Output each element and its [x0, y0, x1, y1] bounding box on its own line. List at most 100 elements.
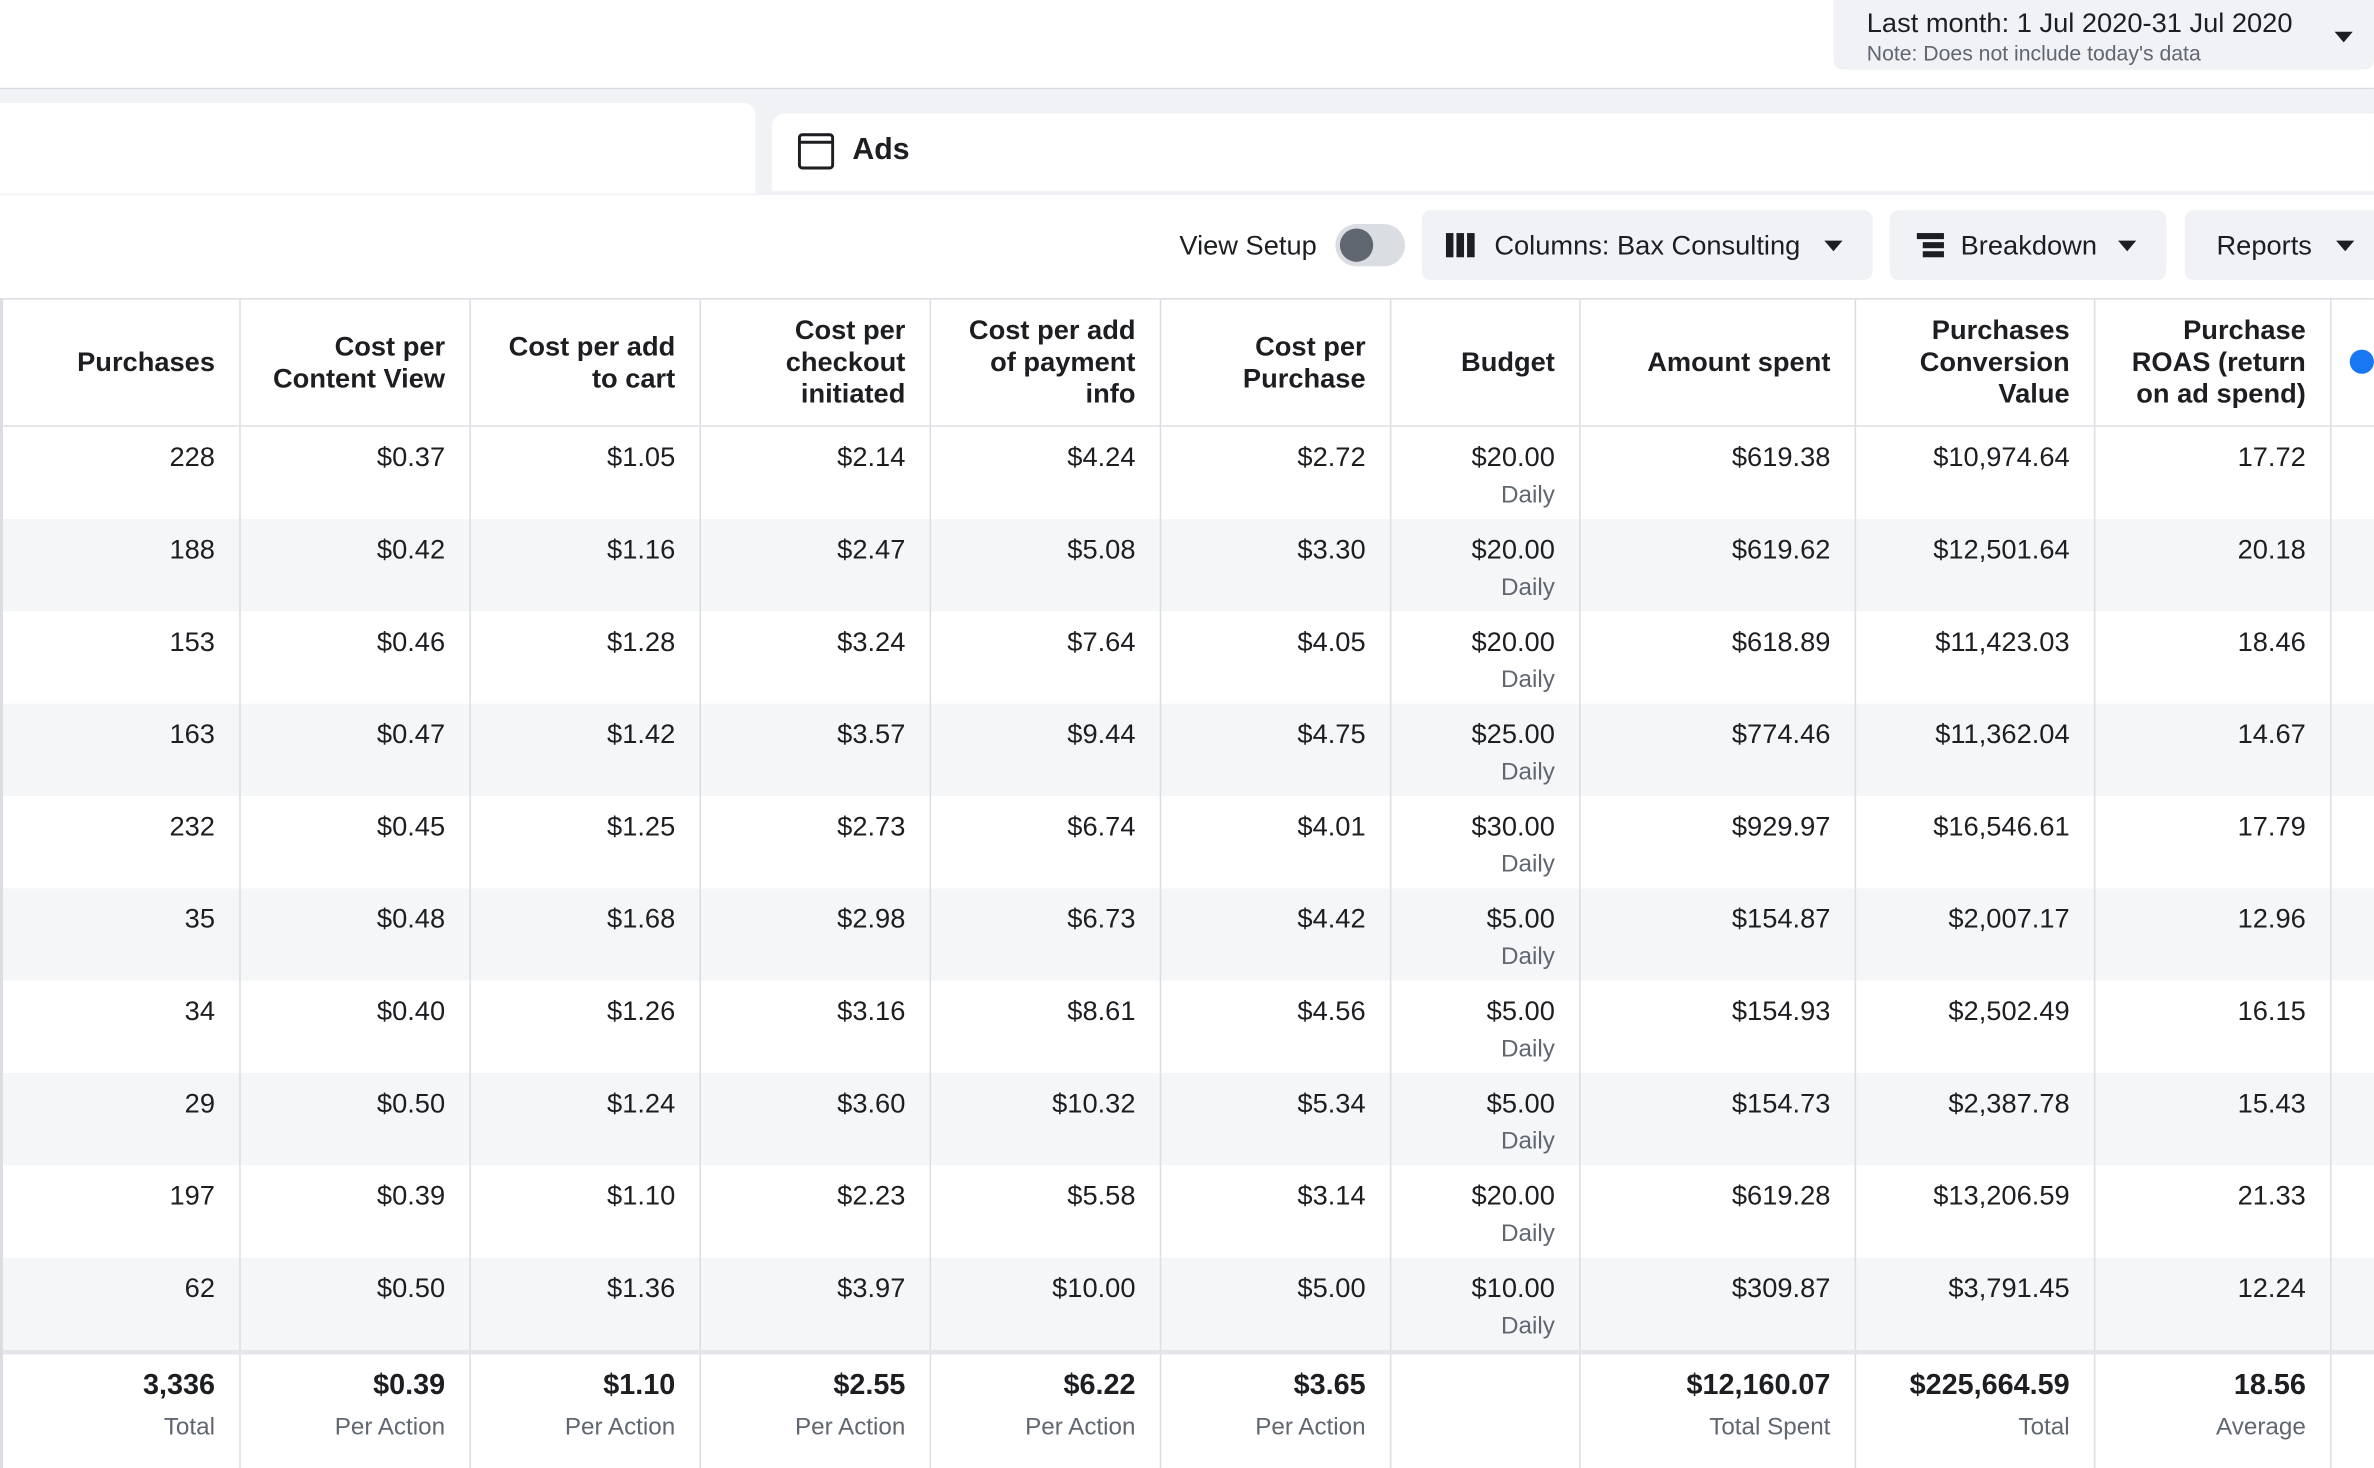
cell-value: 188	[169, 534, 215, 565]
cell-value: $774.46	[1731, 718, 1831, 750]
table-cell: $3.60	[701, 1073, 932, 1166]
cell-value: $619.28	[1731, 1180, 1831, 1211]
toggle[interactable]	[1335, 223, 1405, 267]
cell-value: $1.10	[607, 1180, 676, 1211]
cell-value: $5.08	[1067, 534, 1136, 565]
cell-value: $2.23	[837, 1180, 906, 1211]
cell-value: 34	[184, 995, 215, 1027]
total-label: Total	[2018, 1415, 2070, 1441]
cell-value: $4.24	[1067, 441, 1136, 473]
cell-value: 228	[169, 441, 215, 473]
table-cell: $1.05	[471, 426, 701, 520]
cell-value: 153	[169, 626, 215, 657]
cell-value: $0.47	[376, 718, 446, 750]
table-cell: $5.34	[1161, 1073, 1392, 1166]
cell-value: $2.98	[837, 903, 906, 934]
cell-value: $9.44	[1067, 718, 1136, 750]
cell-value: $5.58	[1067, 1180, 1136, 1211]
table-cell: $5.00 Daily	[1391, 888, 1581, 981]
column-header: Cost per Content View	[240, 299, 471, 427]
table-cell: $16,546.61	[1856, 796, 2096, 889]
cell-value: $0.50	[376, 1088, 446, 1119]
column-header: Cost per checkout initiated	[700, 299, 932, 427]
cell-value: $2,387.78	[1948, 1088, 2070, 1119]
cell-value: $4.75	[1297, 718, 1366, 750]
table-cell: $4.75	[1161, 703, 1392, 797]
table-cell: 197	[3, 1165, 241, 1258]
table-cell: $12,501.64	[1856, 519, 2096, 612]
table-cell: $0.50	[241, 1257, 471, 1350]
caret	[2334, 31, 2353, 43]
cell-value: $6.74	[1067, 811, 1136, 842]
cell-value: $1.36	[607, 1272, 676, 1304]
budget-amount: $5.00	[1486, 1088, 1555, 1119]
cell-value: $10.32	[1052, 1088, 1136, 1119]
columns-button[interactable]: Columns: Bax Consulting	[1421, 210, 1873, 280]
date-picker[interactable]: Last month: 1 Jul 2020-31 Jul 2020 Note:…	[1833, 0, 2374, 70]
cell-value: $619.38	[1731, 441, 1831, 473]
toggle-knob	[1339, 228, 1374, 262]
budget-amount: $20.00	[1471, 441, 1555, 473]
table-cell: $3.16	[701, 980, 932, 1074]
date-note: Note: Does not include today's data	[1866, 40, 2201, 66]
cell-value: $0.37	[376, 441, 446, 473]
cell-value: $0.39	[376, 1180, 446, 1211]
cell-value: 29	[184, 1088, 215, 1119]
column-header: Cost per add to cart	[470, 299, 701, 427]
totals-cell: $3.65 Per Action	[1161, 1354, 1392, 1468]
total-value: $12,160.07	[1686, 1369, 1831, 1402]
table-row	[3, 611, 2374, 704]
table-cell: $4.05	[1161, 611, 1392, 704]
table-cell: $1.26	[471, 980, 701, 1074]
budget-period: Daily	[1501, 1221, 1555, 1248]
table-cell: 228	[3, 426, 241, 520]
table-row	[3, 1165, 2374, 1258]
table-cell: 12.96	[2095, 888, 2332, 981]
cell-value: $3.60	[837, 1088, 906, 1119]
ads-icon	[797, 133, 835, 170]
table-cell: $20.00 Daily	[1391, 611, 1581, 704]
table-cell: $3.14	[1161, 1165, 1392, 1258]
cell-value: $154.73	[1731, 1088, 1831, 1119]
ads-tab[interactable]: Ads	[772, 113, 2374, 191]
table-cell: 188	[3, 519, 241, 612]
cell-value: 20.18	[2237, 534, 2306, 565]
column-header: Purchase ROAS (return on ad spend)	[2095, 299, 2332, 427]
table-cell: $10.32	[931, 1073, 1162, 1166]
cell-value: 12.24	[2237, 1272, 2306, 1304]
column-header: Amount spent	[1580, 299, 1857, 427]
table-cell: $3.57	[701, 703, 932, 797]
breakdown-button[interactable]: Breakdown	[1889, 210, 2167, 280]
cell-value: $3.16	[837, 995, 906, 1027]
table-cell: $1.10	[471, 1165, 701, 1258]
reports-button[interactable]: Reports	[2184, 210, 2374, 280]
cell-value: 232	[169, 811, 215, 842]
table-cell: 20.18	[2095, 519, 2332, 612]
total-value: $2.55	[833, 1369, 906, 1402]
cell-value: 62	[184, 1272, 215, 1304]
total-value: 3,336	[143, 1369, 215, 1402]
table-cell: $2.47	[701, 519, 932, 612]
table-cell: $0.46	[241, 611, 471, 704]
totals-cell: $0.39 Per Action	[241, 1354, 471, 1468]
cell-value: $154.87	[1731, 903, 1831, 934]
total-label: Per Action	[1255, 1415, 1366, 1441]
cell-value: $2.47	[837, 534, 906, 565]
date-range: Last month: 1 Jul 2020-31 Jul 2020	[1866, 7, 2293, 38]
table-cell: $309.87	[1581, 1257, 1857, 1350]
table-row	[3, 1257, 2374, 1350]
table-cell: $8.61	[931, 980, 1162, 1074]
total-label: Per Action	[1025, 1415, 1136, 1441]
table-cell: $1.28	[471, 611, 701, 704]
cell-value: $2.73	[837, 811, 906, 842]
table-row	[3, 519, 2374, 612]
table-row	[3, 703, 2374, 797]
table-cell: $2,387.78	[1856, 1073, 2096, 1166]
table-cell: $5.08	[931, 519, 1162, 612]
budget-amount: $20.00	[1471, 626, 1555, 657]
totals-cell: $12,160.07 Total Spent	[1581, 1354, 1857, 1468]
cell-value: 16.15	[2237, 995, 2306, 1027]
table-cell: $4.42	[1161, 888, 1392, 981]
